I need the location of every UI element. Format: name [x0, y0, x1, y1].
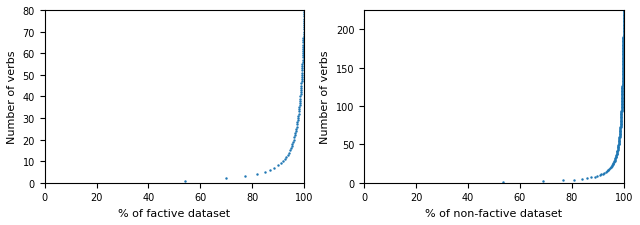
Y-axis label: Number of verbs: Number of verbs [7, 50, 17, 144]
Y-axis label: Number of verbs: Number of verbs [321, 50, 330, 144]
X-axis label: % of factive dataset: % of factive dataset [118, 208, 230, 218]
X-axis label: % of non-factive dataset: % of non-factive dataset [426, 208, 563, 218]
